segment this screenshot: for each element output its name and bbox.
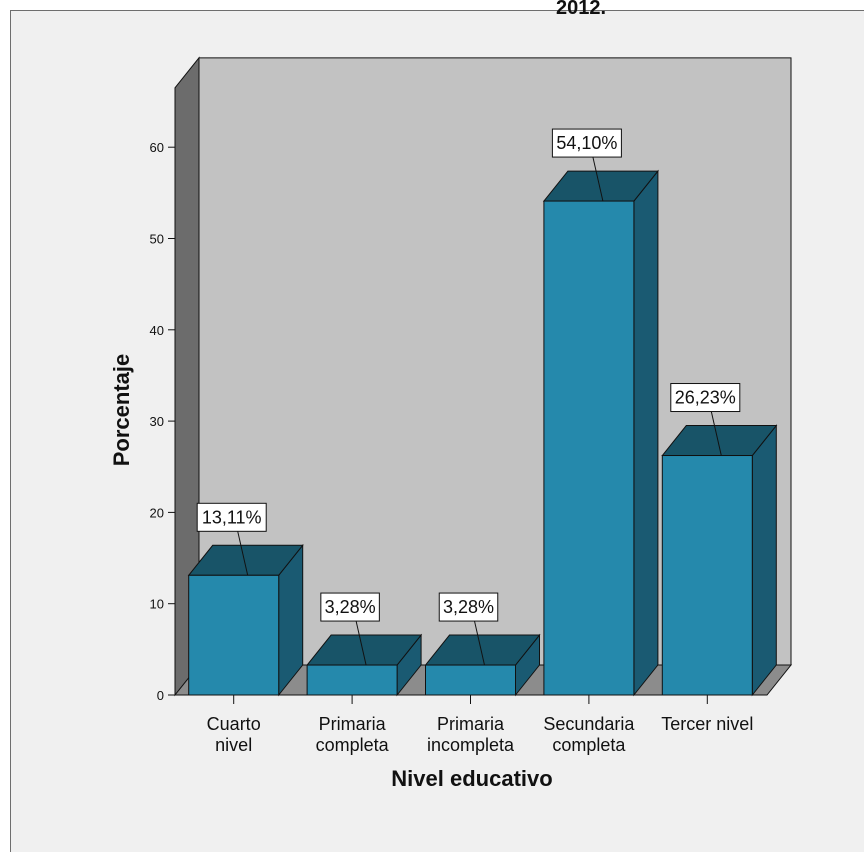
data-label-box (320, 592, 380, 622)
bar-side-face (633, 169, 659, 697)
y-tick-label: 0 (157, 688, 164, 703)
y-tick-label: 60 (150, 140, 164, 155)
data-label-leader (474, 620, 485, 666)
y-tick-label: 30 (150, 414, 164, 429)
data-label: 26,23% (670, 383, 741, 456)
bar-front-face (188, 574, 280, 696)
y-tick-label: 20 (150, 505, 164, 520)
bar-front-face (661, 455, 753, 696)
bar-front-face (425, 664, 516, 696)
data-label-box (670, 383, 741, 413)
data-label-text: 26,23% (675, 388, 736, 408)
y-tick-label: 40 (150, 323, 164, 338)
bar (306, 633, 423, 697)
x-tick-label: Secundaria completa (543, 714, 635, 755)
chart-title: 2012. (556, 0, 607, 19)
bar-front-face (306, 664, 398, 696)
x-tick-label: Cuarto nivel (207, 714, 261, 755)
data-label-leader (592, 156, 604, 202)
data-label-box (196, 502, 267, 532)
y-tick-label: 10 (150, 597, 164, 612)
data-label-box (438, 592, 499, 622)
data-label-leader (710, 411, 722, 456)
y-tick-label: 50 (150, 232, 164, 247)
data-label: 3,28% (438, 592, 499, 666)
data-label-text: 13,11% (202, 507, 262, 527)
x-tick-label: Primaria incompleta (427, 714, 515, 755)
data-label-text: 54,10% (556, 133, 617, 153)
bar (187, 543, 304, 697)
x-tick-label: Tercer nivel (661, 714, 753, 734)
bar (661, 424, 778, 697)
data-label-leader (355, 620, 367, 666)
bar-side-face (751, 424, 777, 697)
x-tick-label: Primaria completa (316, 714, 390, 755)
bar-front-face (543, 200, 635, 696)
data-label: 13,11% (196, 502, 267, 576)
data-label-leader (237, 531, 249, 576)
data-label-text: 3,28% (443, 597, 494, 617)
bar (542, 169, 659, 697)
data-label-text: 3,28% (325, 597, 376, 617)
data-label: 3,28% (320, 592, 380, 666)
data-label: 54,10% (551, 128, 622, 202)
bar (424, 633, 541, 697)
x-axis-title: Nivel educativo (391, 766, 552, 791)
y-axis-title: Porcentaje (109, 354, 134, 467)
data-label-box (551, 128, 622, 158)
